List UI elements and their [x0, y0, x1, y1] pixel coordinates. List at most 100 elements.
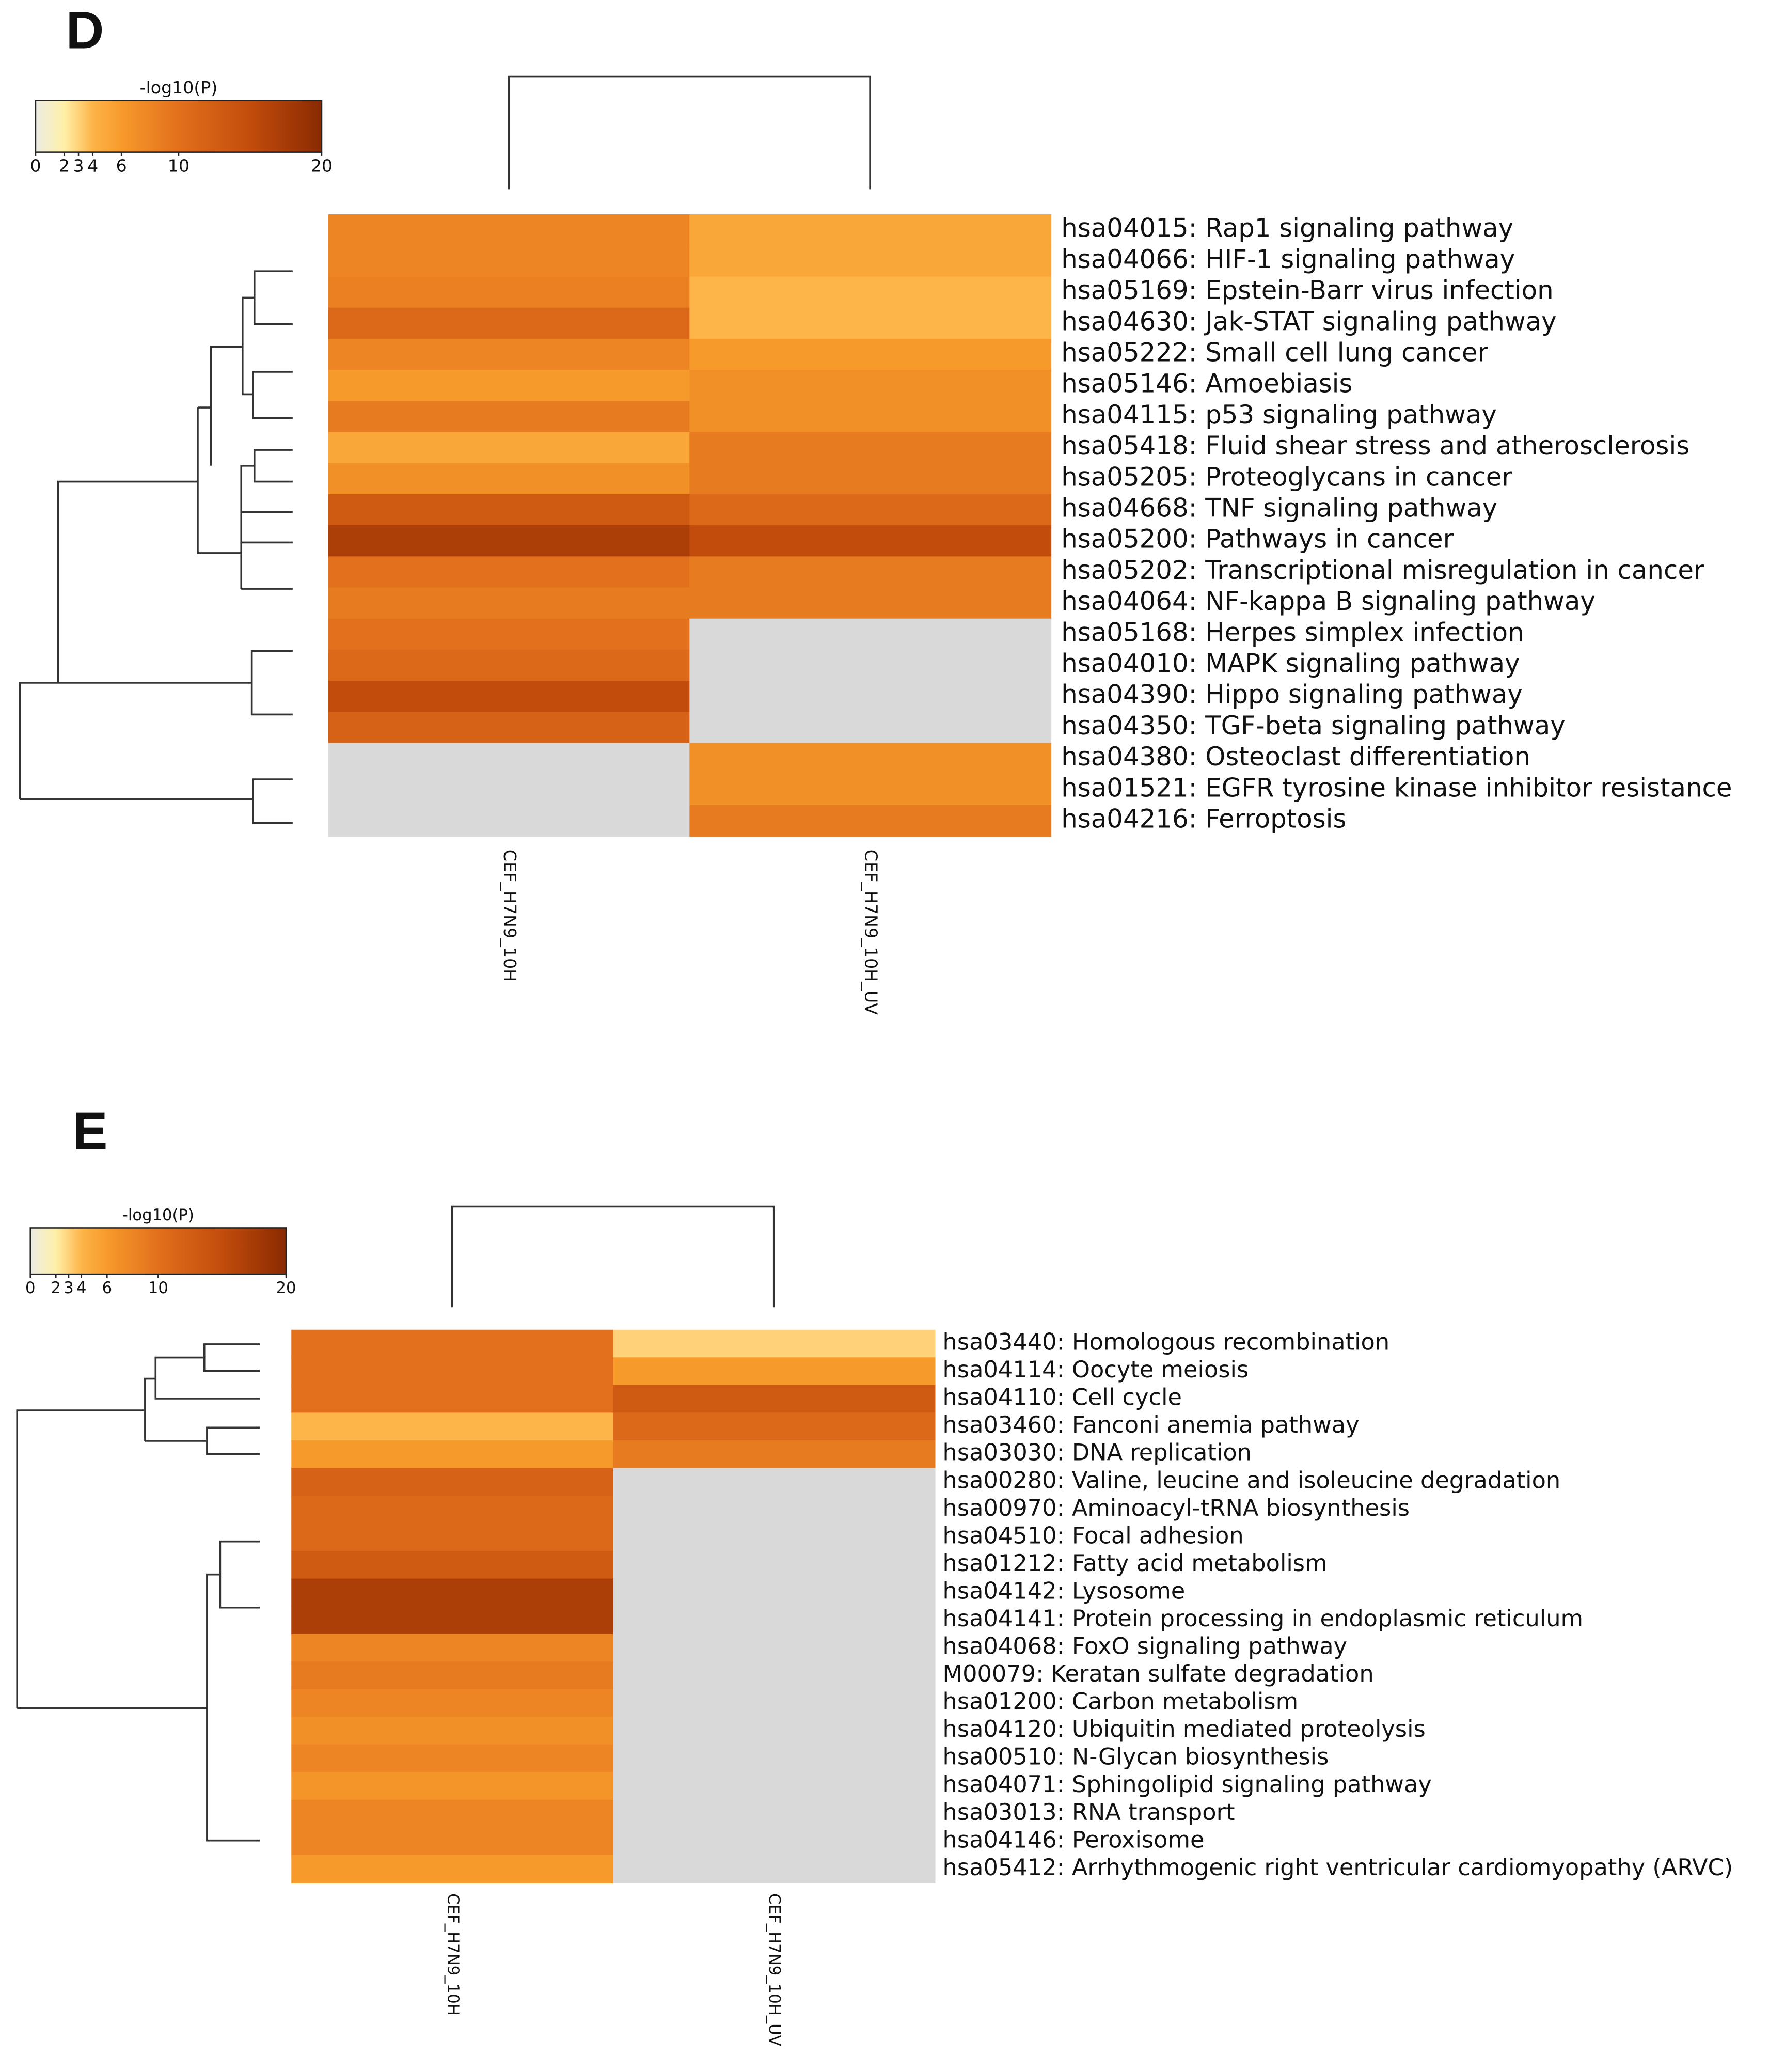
row-label: hsa05202: Transcriptional misregulation …: [1061, 555, 1704, 585]
heatmap-cell: [291, 1329, 614, 1358]
heatmap-cell: [291, 1385, 614, 1414]
heatmap-panel: D -log10(P) 0 2 3 4 6 10 20 hsa04015: Rap1 signal…: [30, 1, 1732, 1015]
column-label: CEF_H7N9_10H_UV: [765, 1893, 783, 2046]
heatmap-cell: [291, 1523, 614, 1552]
colorbar-tick-label: 2: [51, 1279, 61, 1297]
row-label: hsa04350: TGF-beta signaling pathway: [1061, 711, 1565, 741]
heatmap-cell: [291, 1717, 614, 1746]
colorbar-tick-label: 0: [30, 155, 41, 176]
colorbar: [35, 100, 323, 153]
colorbar: [29, 1227, 287, 1275]
row-label: hsa04390: Hippo signaling pathway: [1061, 680, 1522, 710]
heatmap-cell: [689, 805, 1052, 837]
row-label: hsa04068: FoxO signaling pathway: [943, 1632, 1348, 1659]
heatmap-cell: [328, 245, 690, 277]
row-label: hsa04510: Focal adhesion: [943, 1521, 1244, 1549]
heatmap-cell: [291, 1800, 614, 1828]
row-label: hsa05222: Small cell lung cancer: [1061, 337, 1488, 367]
dendrogram-d: [19, 75, 871, 824]
colorbar-tick-label: 6: [102, 1279, 112, 1297]
row-label: hsa00280: Valine, leucine and isoleucine…: [943, 1466, 1561, 1494]
heatmap-cell: [613, 1440, 936, 1469]
heatmap-cell: [328, 338, 690, 371]
row-label: hsa04216: Ferroptosis: [1061, 804, 1346, 834]
heatmap-cell: [328, 774, 690, 806]
heatmap-cell: [328, 401, 690, 433]
heatmap-cell: [613, 1578, 936, 1607]
heatmap-cell: [328, 618, 690, 651]
heatmap-cell: [328, 463, 690, 495]
heatmap-cell: [291, 1827, 614, 1856]
heatmap-cell: [613, 1468, 936, 1497]
heatmap-cell: [328, 743, 690, 775]
heatmap-cell: [689, 556, 1052, 588]
heatmap-cell: [689, 774, 1052, 806]
heatmap-cell: [328, 587, 690, 619]
row-label: hsa00970: Aminoacyl-tRNA biosynthesis: [943, 1494, 1410, 1521]
heatmap-cell: [613, 1329, 936, 1358]
colorbar-tick-label: 2: [59, 155, 70, 176]
heatmap-cell: [291, 1689, 614, 1718]
heatmap-cell: [613, 1551, 936, 1579]
row-label: hsa05169: Epstein-Barr virus infection: [1061, 275, 1553, 305]
heatmap-cell: [328, 556, 690, 588]
heatmap-cell: [613, 1855, 936, 1883]
row-label: hsa04110: Cell cycle: [943, 1384, 1182, 1411]
column-label: CEF_H7N9_10H: [500, 850, 520, 982]
colorbar-tick-label: 10: [148, 1279, 168, 1297]
row-label: hsa05205: Proteoglycans in cancer: [1061, 462, 1512, 492]
heatmap-cell: [291, 1772, 614, 1801]
heatmap-cell: [291, 1551, 614, 1579]
panel-letter: E: [72, 1101, 107, 1160]
heatmap-cell: [613, 1661, 936, 1690]
heatmap-cell: [328, 214, 690, 246]
heatmap-cell: [328, 525, 690, 557]
row-label: hsa05146: Amoebiasis: [1061, 369, 1352, 399]
column-dendrogram: [508, 75, 871, 190]
heatmap-cell: [291, 1468, 614, 1497]
heatmap-cell: [613, 1412, 936, 1441]
heatmap-cell: [689, 432, 1052, 464]
colorbar-tick-label: 10: [168, 155, 189, 176]
heatmap-cell: [613, 1689, 936, 1718]
heatmap-cell: [689, 494, 1052, 526]
row-label: hsa04668: TNF signaling pathway: [1061, 493, 1497, 523]
heatmap-cell: [689, 245, 1052, 277]
heatmap-cell: [613, 1717, 936, 1746]
colorbar-tick-label: 4: [87, 155, 98, 176]
heatmap-cell: [613, 1827, 936, 1856]
heatmap-cell: [328, 649, 690, 682]
heatmap-cell: [328, 805, 690, 837]
heatmap-cell: [689, 370, 1052, 402]
heatmap-cell: [613, 1496, 936, 1524]
heatmap-cell: [291, 1440, 614, 1469]
column-label: CEF_H7N9_10H_UV: [861, 850, 881, 1015]
row-label: hsa04071: Sphingolipid signaling pathway: [943, 1770, 1432, 1798]
row-dendrogram: [19, 270, 293, 824]
heatmap-cell: [328, 276, 690, 308]
dendrogram-e: [16, 1205, 775, 1842]
row-label: hsa05200: Pathways in cancer: [1061, 524, 1454, 554]
heatmap-cell: [689, 307, 1052, 340]
colorbar-tick-label: 20: [276, 1279, 296, 1297]
row-label: hsa03030: DNA replication: [943, 1439, 1252, 1466]
heatmap-cell: [613, 1800, 936, 1828]
row-label: hsa03460: Fanconi anemia pathway: [943, 1411, 1360, 1438]
colorbar-tick-label: 3: [73, 155, 84, 176]
heatmap-cell: [613, 1385, 936, 1414]
row-label: hsa04114: Oocyte meiosis: [943, 1356, 1249, 1383]
heatmap-cell: [291, 1578, 614, 1607]
row-label: hsa04146: Peroxisome: [943, 1826, 1205, 1853]
row-label: hsa04141: Protein processing in endoplas…: [943, 1605, 1584, 1632]
row-label: hsa04115: p53 signaling pathway: [1061, 400, 1497, 430]
row-label: hsa04380: Osteoclast differentiation: [1061, 742, 1530, 772]
row-label: hsa03013: RNA transport: [943, 1798, 1235, 1826]
row-label: hsa04066: HIF-1 signaling pathway: [1061, 244, 1515, 274]
heatmap-cell: [291, 1855, 614, 1883]
heatmap-cell: [689, 525, 1052, 557]
row-label: hsa04120: Ubiquitin mediated proteolysis: [943, 1715, 1426, 1743]
heatmap-cell: [613, 1744, 936, 1773]
heatmap-cell: [689, 743, 1052, 775]
column-label: CEF_H7N9_10H: [444, 1893, 462, 2016]
